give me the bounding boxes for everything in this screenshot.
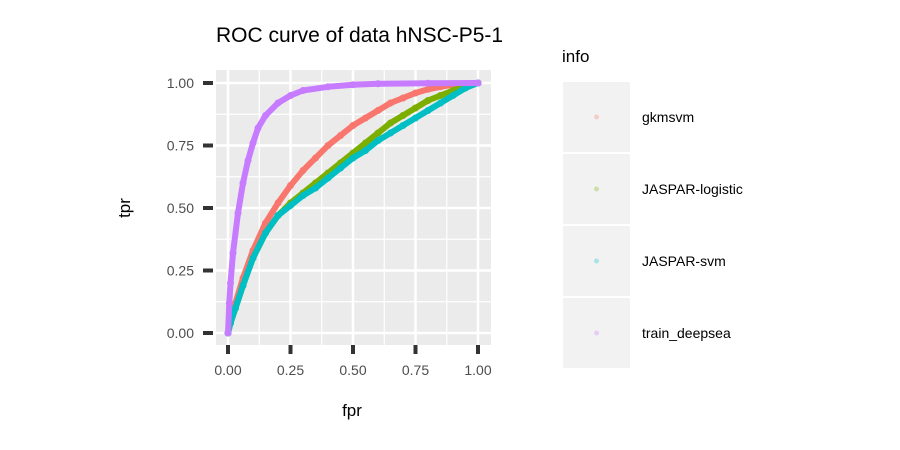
data-point-gkmsvm bbox=[337, 132, 344, 139]
data-point-jaspar-logistic bbox=[412, 104, 419, 112]
data-point-train-deepsea bbox=[299, 87, 307, 94]
legend-label: gkmsvm bbox=[642, 109, 694, 125]
data-point-jaspar-svm bbox=[462, 84, 469, 92]
legend-key bbox=[563, 226, 630, 296]
x-axis-title: fpr bbox=[342, 401, 362, 420]
data-point-gkmsvm bbox=[312, 154, 319, 162]
data-point-train-deepsea bbox=[374, 80, 382, 88]
x-axis: 0.00 0.25 0.50 0.75 1.00 bbox=[214, 345, 492, 378]
data-point-jaspar-svm bbox=[349, 154, 357, 162]
data-point-jaspar-svm bbox=[312, 184, 319, 192]
legend-key-dot bbox=[594, 258, 599, 264]
legend-label: JASPAR-svm bbox=[642, 253, 726, 269]
data-point-train-deepsea bbox=[229, 249, 237, 257]
data-point-gkmsvm bbox=[262, 219, 269, 227]
data-point-jaspar-logistic bbox=[362, 139, 369, 147]
y-axis: 0.00 0.25 0.50 0.75 1.00 bbox=[167, 75, 213, 341]
data-point-gkmsvm bbox=[399, 94, 407, 102]
data-point-train-deepsea bbox=[249, 139, 257, 147]
data-point-jaspar-svm bbox=[362, 147, 369, 154]
data-point-jaspar-logistic bbox=[387, 119, 394, 127]
data-point-train-deepsea bbox=[324, 83, 332, 91]
data-point-jaspar-svm bbox=[449, 92, 457, 99]
legend-label: train_deepsea bbox=[642, 325, 731, 341]
data-point-jaspar-svm bbox=[262, 229, 269, 237]
legend-key-dot bbox=[594, 330, 599, 336]
data-point-train-deepsea bbox=[474, 79, 482, 87]
x-tick-label: 0.75 bbox=[402, 362, 429, 378]
data-point-jaspar-svm bbox=[274, 212, 282, 219]
data-point-train-deepsea bbox=[225, 299, 233, 307]
data-point-train-deepsea bbox=[234, 209, 242, 217]
data-point-jaspar-svm bbox=[287, 202, 294, 209]
data-point-gkmsvm bbox=[274, 199, 282, 207]
x-tick-label: 0.50 bbox=[339, 362, 366, 378]
data-point-jaspar-svm bbox=[437, 99, 444, 107]
data-point-train-deepsea bbox=[224, 329, 232, 337]
data-point-train-deepsea bbox=[254, 124, 262, 132]
legend-label: JASPAR-logistic bbox=[642, 181, 743, 197]
legend-key-dot bbox=[594, 114, 599, 120]
legend-key bbox=[563, 298, 630, 368]
data-point-gkmsvm bbox=[412, 89, 419, 97]
data-point-gkmsvm bbox=[387, 99, 394, 107]
data-point-gkmsvm bbox=[374, 107, 382, 114]
series-layer bbox=[224, 79, 482, 337]
data-point-jaspar-svm bbox=[412, 114, 419, 122]
data-point-train-deepsea bbox=[287, 92, 294, 99]
data-point-gkmsvm bbox=[424, 85, 432, 93]
legend: info gkmsvm JASPAR-logistic JASPAR-svm trai… bbox=[562, 47, 743, 368]
y-tick-label: 1.00 bbox=[167, 75, 194, 91]
legend-key bbox=[563, 82, 630, 152]
data-point-train-deepsea bbox=[244, 157, 252, 164]
data-point-train-deepsea bbox=[349, 81, 357, 89]
y-tick-label: 0.25 bbox=[167, 263, 194, 279]
data-point-jaspar-svm bbox=[424, 107, 432, 114]
data-point-train-deepsea bbox=[274, 99, 282, 107]
data-point-train-deepsea bbox=[227, 279, 234, 287]
y-tick-label: 0.75 bbox=[167, 138, 194, 154]
legend-item-jaspar-svm: JASPAR-svm bbox=[563, 226, 726, 296]
data-point-jaspar-svm bbox=[239, 282, 247, 289]
data-point-jaspar-logistic bbox=[374, 129, 382, 137]
data-point-gkmsvm bbox=[299, 167, 307, 174]
data-point-jaspar-svm bbox=[374, 137, 382, 144]
legend-item-jaspar-logistic: JASPAR-logistic bbox=[563, 154, 743, 224]
data-point-gkmsvm bbox=[362, 114, 369, 122]
data-point-jaspar-svm bbox=[337, 164, 344, 172]
data-point-jaspar-svm bbox=[232, 304, 239, 312]
y-tick-label: 0.00 bbox=[167, 325, 194, 341]
data-point-jaspar-logistic bbox=[437, 92, 444, 99]
chart-title: ROC curve of data hNSC-P5-1 bbox=[216, 24, 503, 47]
data-point-train-deepsea bbox=[424, 79, 432, 87]
x-tick-label: 1.00 bbox=[464, 362, 491, 378]
legend-item-gkmsvm: gkmsvm bbox=[563, 82, 694, 152]
data-point-jaspar-logistic bbox=[424, 97, 432, 104]
data-point-jaspar-svm bbox=[399, 122, 407, 129]
x-tick-label: 0.00 bbox=[214, 362, 241, 378]
legend-key-dot bbox=[594, 186, 599, 192]
series-train-deepsea bbox=[224, 79, 482, 337]
series-line-train-deepsea bbox=[225, 80, 481, 336]
y-axis-title: tpr bbox=[115, 198, 134, 218]
legend-title: info bbox=[562, 47, 589, 66]
data-point-train-deepsea bbox=[262, 112, 269, 119]
legend-key bbox=[563, 154, 630, 224]
data-point-gkmsvm bbox=[287, 182, 294, 189]
data-point-jaspar-svm bbox=[299, 192, 307, 199]
data-point-train-deepsea bbox=[239, 179, 247, 187]
y-tick-label: 0.50 bbox=[167, 200, 194, 216]
data-point-jaspar-svm bbox=[324, 174, 332, 182]
legend-item-train-deepsea: train_deepsea bbox=[563, 298, 731, 368]
data-point-jaspar-logistic bbox=[399, 112, 407, 119]
data-point-gkmsvm bbox=[324, 142, 332, 149]
data-point-jaspar-svm bbox=[249, 254, 257, 262]
data-point-gkmsvm bbox=[349, 122, 357, 129]
data-point-jaspar-svm bbox=[387, 129, 394, 137]
x-tick-label: 0.25 bbox=[277, 362, 304, 378]
